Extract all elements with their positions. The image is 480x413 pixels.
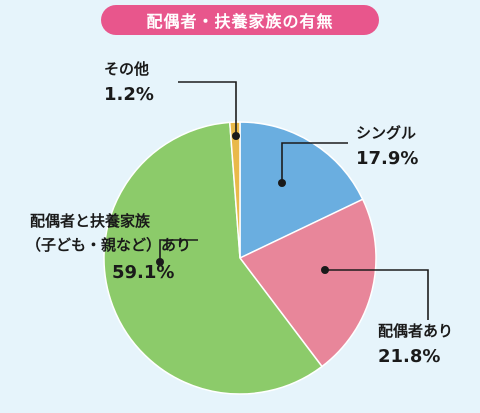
slice-spouse-and-family [103,121,324,395]
leader-single-dot [278,179,286,187]
chart-title: 配偶者・扶養家族の有無 [101,5,379,35]
leader-spouse [325,269,429,320]
slice-other [228,121,241,259]
label-single-value: 17.9% [356,148,418,169]
label-other-value: 1.2% [104,84,154,105]
label-spouse-value: 21.8% [378,346,440,367]
label-single-name: シングル [356,124,416,142]
leader-other [178,81,237,136]
label-family-value: 59.1% [112,262,174,283]
leader-other-dot [232,132,240,140]
label-family-name-line2: （子ども・親など）あり [26,236,191,254]
leader-family-dot [156,258,164,266]
pie-slices [103,121,377,395]
leader-single [281,142,348,183]
leader-family [159,239,198,262]
slice-spouse [238,198,377,368]
label-other-name: その他 [104,60,149,78]
label-spouse-name: 配偶者あり [378,322,453,340]
label-family-name-line1: 配偶者と扶養家族 [30,212,151,230]
leader-lines [156,81,429,320]
leader-spouse-dot [321,266,329,274]
